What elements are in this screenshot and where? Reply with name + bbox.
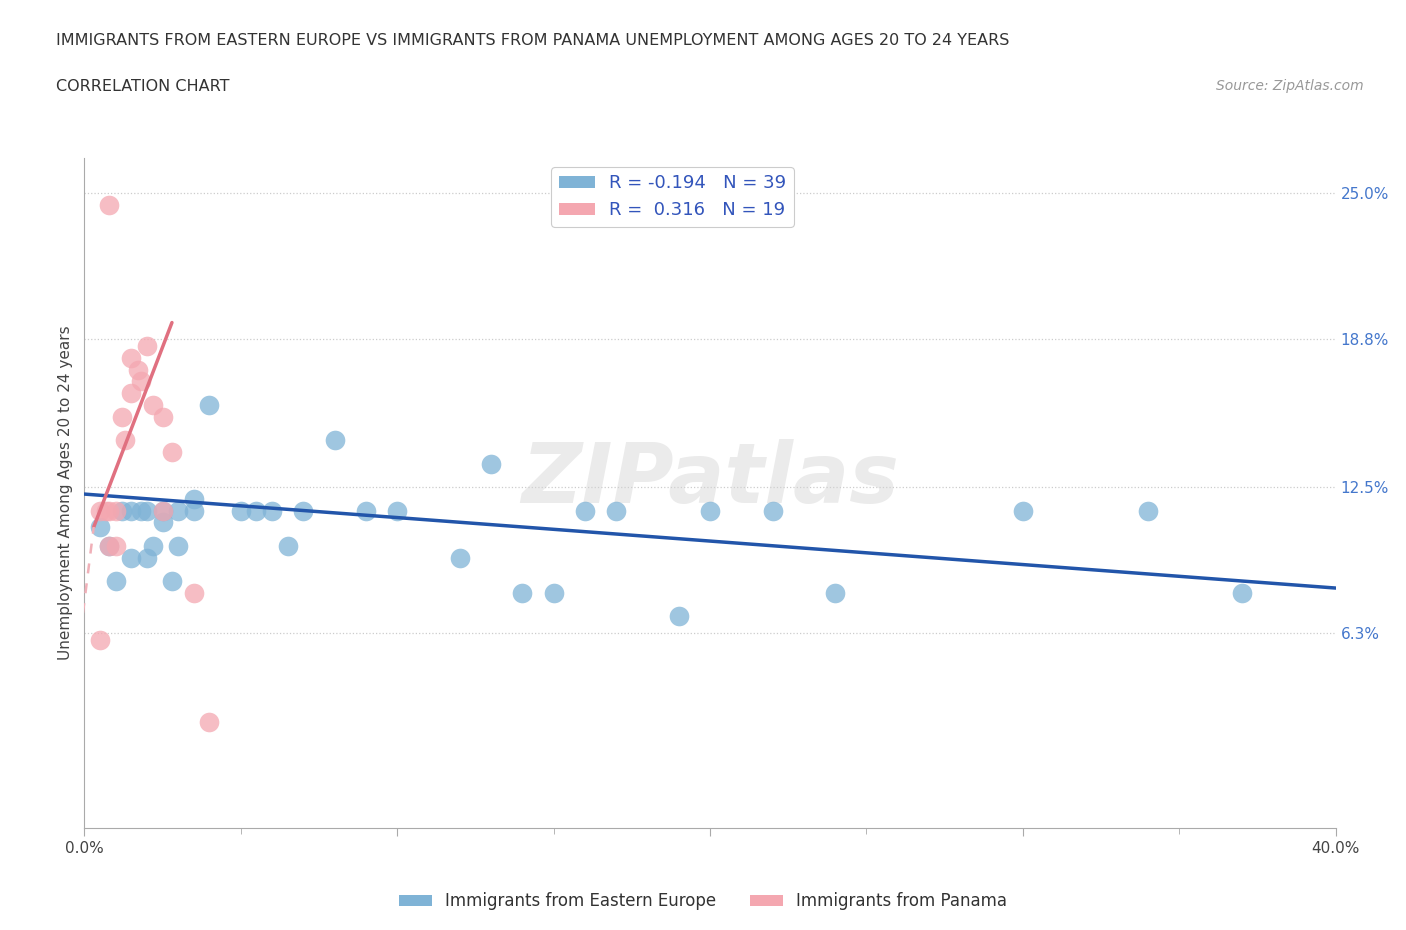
Point xyxy=(1230,585,1253,600)
Point xyxy=(183,491,205,506)
Point xyxy=(292,503,315,518)
Point xyxy=(98,538,121,553)
Point xyxy=(98,503,121,518)
Point xyxy=(104,574,127,589)
Point xyxy=(120,503,142,518)
Text: Source: ZipAtlas.com: Source: ZipAtlas.com xyxy=(1216,79,1364,93)
Point xyxy=(183,503,205,518)
Point xyxy=(104,538,127,553)
Point xyxy=(245,503,267,518)
Point xyxy=(277,538,299,553)
Point xyxy=(512,585,534,600)
Point xyxy=(479,456,502,471)
Point xyxy=(262,503,284,518)
Point xyxy=(323,432,346,447)
Point xyxy=(152,409,174,424)
Text: ZIPatlas: ZIPatlas xyxy=(522,439,898,520)
Point xyxy=(114,432,136,447)
Point xyxy=(89,503,111,518)
Point xyxy=(129,374,152,389)
Point xyxy=(152,503,174,518)
Y-axis label: Unemployment Among Ages 20 to 24 years: Unemployment Among Ages 20 to 24 years xyxy=(58,326,73,660)
Point xyxy=(120,550,142,565)
Point xyxy=(574,503,596,518)
Point xyxy=(198,397,221,412)
Point xyxy=(89,520,111,535)
Point xyxy=(142,397,165,412)
Point xyxy=(543,585,565,600)
Point xyxy=(605,503,627,518)
Point xyxy=(668,609,690,624)
Point xyxy=(96,503,118,518)
Point xyxy=(89,632,111,647)
Point xyxy=(449,550,471,565)
Point xyxy=(160,574,183,589)
Point xyxy=(111,409,134,424)
Text: IMMIGRANTS FROM EASTERN EUROPE VS IMMIGRANTS FROM PANAMA UNEMPLOYMENT AMONG AGES: IMMIGRANTS FROM EASTERN EUROPE VS IMMIGR… xyxy=(56,33,1010,47)
Point xyxy=(167,538,190,553)
Point xyxy=(167,503,190,518)
Point xyxy=(762,503,785,518)
Point xyxy=(699,503,721,518)
Point xyxy=(127,362,149,377)
Point xyxy=(160,445,183,459)
Point xyxy=(1137,503,1160,518)
Point xyxy=(198,714,221,729)
Point xyxy=(136,503,159,518)
Point xyxy=(136,550,159,565)
Point xyxy=(104,503,127,518)
Point xyxy=(111,503,134,518)
Point xyxy=(183,585,205,600)
Text: CORRELATION CHART: CORRELATION CHART xyxy=(56,79,229,94)
Point xyxy=(385,503,409,518)
Legend: Immigrants from Eastern Europe, Immigrants from Panama: Immigrants from Eastern Europe, Immigran… xyxy=(392,885,1014,917)
Point xyxy=(136,339,159,353)
Point xyxy=(1012,503,1035,518)
Point xyxy=(824,585,846,600)
Point xyxy=(152,503,174,518)
Point xyxy=(142,538,165,553)
Point xyxy=(129,503,152,518)
Point xyxy=(98,538,121,553)
Point xyxy=(120,351,142,365)
Point xyxy=(229,503,252,518)
Point xyxy=(152,515,174,530)
Legend: R = -0.194   N = 39, R =  0.316   N = 19: R = -0.194 N = 39, R = 0.316 N = 19 xyxy=(551,167,793,227)
Point xyxy=(354,503,377,518)
Point xyxy=(120,386,142,401)
Point xyxy=(98,198,121,213)
